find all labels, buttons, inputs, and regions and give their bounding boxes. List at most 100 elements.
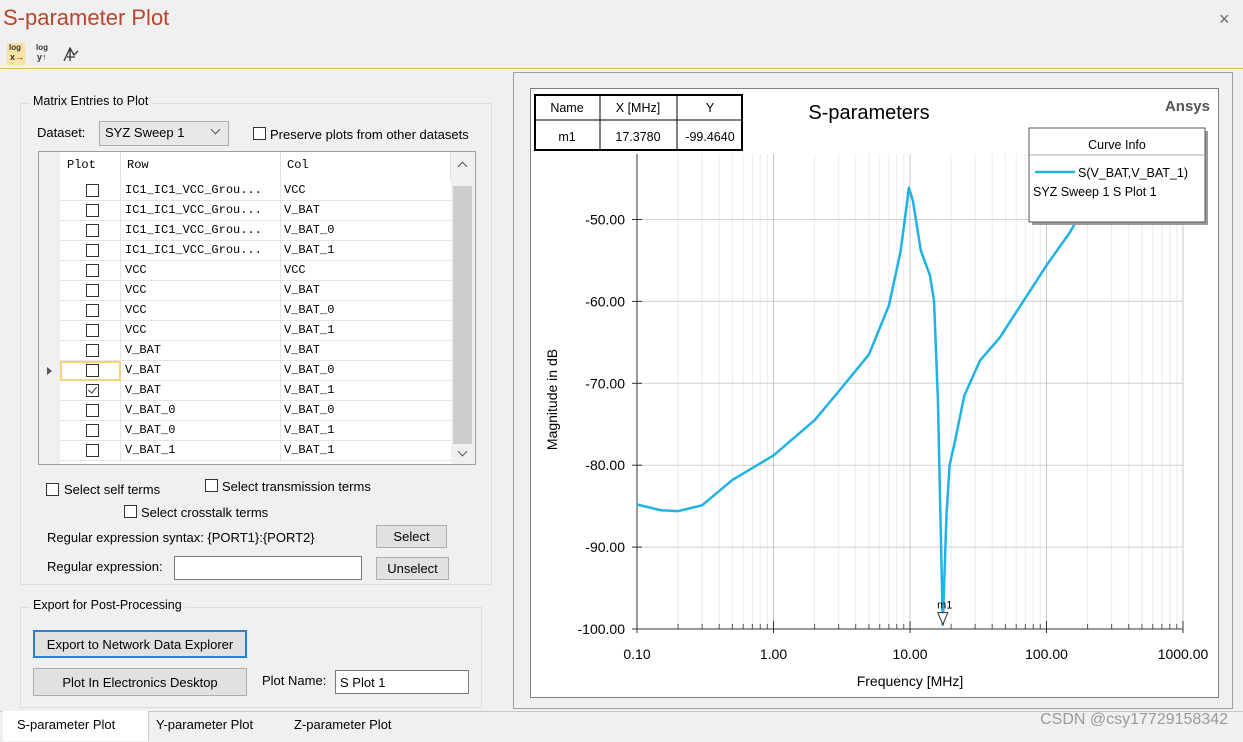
button[interactable]: Unselect	[376, 557, 449, 580]
close-button[interactable]: ×	[1219, 9, 1230, 29]
cell: VCC	[125, 263, 147, 277]
cell-divider	[280, 281, 281, 301]
cell: IC1_IC1_VCC_Grou...	[125, 183, 262, 197]
cell-divider	[120, 341, 121, 361]
icon-text: log	[9, 43, 21, 52]
text-input[interactable]: S Plot 1	[335, 670, 469, 694]
cell-divider	[280, 181, 281, 201]
table-row[interactable]: V_BAT V_BAT_0	[60, 361, 451, 381]
table-row[interactable]: IC1_IC1_VCC_Grou... V_BAT	[60, 201, 451, 221]
cell: V_BAT	[125, 343, 162, 357]
y-axis-label: Magnitude in dB	[544, 349, 560, 450]
cell: VCC	[284, 263, 306, 277]
checkbox[interactable]	[86, 204, 99, 217]
legend-subtitle: SYZ Sweep 1 S Plot 1	[1033, 185, 1157, 199]
checkbox[interactable]	[124, 505, 137, 518]
cell-divider	[280, 441, 281, 461]
column-header[interactable]: Row	[121, 152, 281, 180]
checkbox-label[interactable]: Preserve plots from other datasets	[270, 127, 469, 142]
checkbox[interactable]	[86, 224, 99, 237]
y-tick-label: -100.00	[578, 621, 626, 637]
toolbar-icon[interactable]	[62, 45, 80, 63]
cell: V_BAT_0	[125, 423, 176, 437]
cell-divider	[280, 241, 281, 261]
checkbox[interactable]	[86, 364, 99, 377]
x-tick-label: 0.10	[623, 646, 650, 662]
cell-divider	[120, 221, 121, 241]
table-row[interactable]: V_BAT_0 V_BAT_0	[60, 401, 451, 421]
tab[interactable]: Z-parameter Plot	[294, 717, 392, 732]
marker-header: Name	[550, 101, 583, 115]
button[interactable]: Plot In Electronics Desktop	[33, 668, 247, 696]
tab[interactable]: Y-parameter Plot	[156, 717, 254, 732]
table-row[interactable]: VCC VCC	[60, 261, 451, 281]
checkbox[interactable]	[253, 127, 266, 140]
tab[interactable]: S-parameter Plot	[3, 711, 149, 741]
table-row[interactable]: V_BAT_1 V_BAT_1	[60, 441, 451, 461]
column-header[interactable]: Col	[281, 152, 451, 180]
cell: V_BAT	[284, 283, 321, 297]
marker-table-box	[534, 94, 743, 151]
x-axis-label: Frequency [MHz]	[857, 673, 964, 689]
cell-divider	[280, 381, 281, 401]
cell: VCC	[284, 183, 306, 197]
y-tick-label: -60.00	[585, 293, 625, 309]
checkbox[interactable]	[86, 244, 99, 257]
table-row[interactable]: IC1_IC1_VCC_Grou... V_BAT_0	[60, 221, 451, 241]
toolbar-button[interactable]: log y↑	[34, 43, 52, 65]
table-row[interactable]: V_BAT V_BAT	[60, 341, 451, 361]
cell: VCC	[125, 323, 147, 337]
cell-divider	[120, 381, 121, 401]
checkbox[interactable]	[46, 483, 59, 496]
scroll-thumb[interactable]	[453, 186, 472, 444]
table-row[interactable]: IC1_IC1_VCC_Grou... V_BAT_1	[60, 241, 451, 261]
row-header-column	[39, 152, 60, 464]
watermark: CSDN @csy17729158342	[1040, 711, 1228, 728]
checkbox[interactable]	[86, 444, 99, 457]
scroll-up[interactable]	[457, 161, 468, 172]
checkbox[interactable]	[86, 324, 99, 337]
checkbox[interactable]	[86, 424, 99, 437]
toolbar-button[interactable]: log x→	[7, 43, 25, 65]
cell: IC1_IC1_VCC_Grou...	[125, 203, 262, 217]
checkbox-label[interactable]: Select crosstalk terms	[141, 505, 269, 520]
cell-divider	[120, 281, 121, 301]
checkbox-label[interactable]: Select transmission terms	[222, 479, 371, 494]
checkbox[interactable]	[205, 479, 218, 492]
checkbox[interactable]	[86, 184, 99, 197]
table-row[interactable]: VCC V_BAT_0	[60, 301, 451, 321]
table-row[interactable]: VCC V_BAT	[60, 281, 451, 301]
marker-header: X [MHz]	[616, 101, 660, 115]
checkbox[interactable]	[86, 404, 99, 417]
checkbox[interactable]	[86, 384, 99, 397]
checkbox[interactable]	[86, 264, 99, 277]
checkbox[interactable]	[86, 304, 99, 317]
cell: V_BAT	[284, 203, 321, 217]
cell-divider	[120, 261, 121, 281]
window-title: S-parameter Plot	[3, 5, 170, 30]
brand: Ansys	[1165, 98, 1210, 115]
tab-strip	[0, 711, 1243, 712]
scrollbar[interactable]	[451, 152, 475, 464]
cell: V_BAT_1	[125, 443, 176, 457]
cell-divider	[280, 321, 281, 341]
button[interactable]: Export to Network Data Explorer	[33, 630, 247, 658]
checkbox[interactable]	[86, 284, 99, 297]
button[interactable]: Select	[376, 525, 447, 548]
icon-stroke	[63, 46, 79, 62]
table-row[interactable]: V_BAT V_BAT_1	[60, 381, 451, 401]
table-row[interactable]: IC1_IC1_VCC_Grou... VCC	[60, 181, 451, 201]
group-legend: Export for Post-Processing	[30, 598, 185, 612]
cell-divider	[120, 181, 121, 201]
checkbox-label[interactable]: Select self terms	[64, 482, 161, 497]
column-header[interactable]: Plot	[61, 152, 121, 180]
checkbox[interactable]	[86, 344, 99, 357]
table-row[interactable]: VCC V_BAT_1	[60, 321, 451, 341]
cell-divider	[280, 201, 281, 221]
cell: V_BAT_1	[284, 383, 335, 397]
scroll-down[interactable]	[457, 446, 468, 457]
table-row[interactable]: V_BAT_0 V_BAT_1	[60, 421, 451, 441]
text-input[interactable]	[174, 556, 362, 580]
cell: V_BAT_1	[284, 243, 335, 257]
combo-box[interactable]: SYZ Sweep 1	[99, 121, 229, 146]
